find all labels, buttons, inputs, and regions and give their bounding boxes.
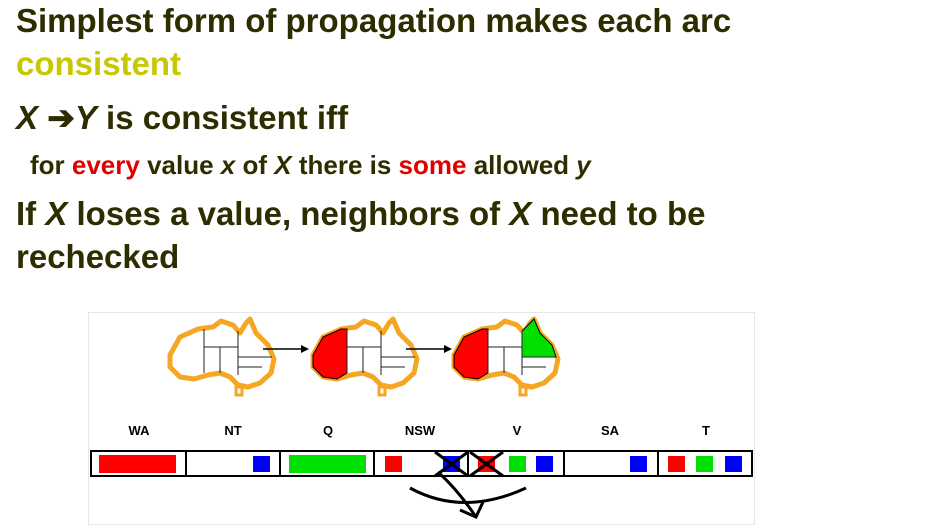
- region-borders: [346, 329, 415, 375]
- line4-part: If: [16, 195, 46, 232]
- variable-label-nsw: NSW: [405, 423, 436, 438]
- variable-label-wa: WA: [129, 423, 151, 438]
- line5-text: rechecked: [16, 238, 180, 275]
- line1-text: Simplest form of propagation makes each …: [16, 2, 732, 39]
- variable-label-t: T: [702, 423, 710, 438]
- slide-line-1: Simplest form of propagation makes each …: [16, 2, 731, 40]
- var-x: X: [274, 150, 292, 180]
- slide-line-3: for every value x of X there is some all…: [30, 150, 591, 181]
- australia-map-3: [451, 316, 561, 397]
- cross-out-mark: [434, 450, 469, 478]
- value-y: y: [576, 150, 591, 180]
- domain-value-green: [509, 456, 526, 472]
- variable-labels: WA NT Q NSW V SA T: [129, 423, 711, 438]
- variable-label-v: V: [513, 423, 522, 438]
- slide-line-5: rechecked: [16, 238, 179, 276]
- cross-out-mark: [469, 450, 504, 478]
- map-outline: [167, 316, 277, 390]
- domain-value-green: [289, 455, 366, 473]
- line3-part: for: [30, 150, 72, 180]
- region-borders: [203, 329, 272, 375]
- domain-value-red: [99, 455, 176, 473]
- var-x: X: [16, 99, 39, 136]
- every-word: every: [71, 150, 140, 180]
- tasmania: [234, 385, 244, 397]
- transition-arrow: [406, 345, 452, 353]
- domain-value-blue: [536, 456, 553, 472]
- tasmania: [377, 385, 387, 397]
- line3-part: allowed: [466, 150, 577, 180]
- tasmania: [518, 385, 528, 397]
- variable-label-q: Q: [323, 423, 333, 438]
- arrow-head-icon: [459, 501, 485, 519]
- some-word: some: [398, 150, 467, 180]
- line4-part: need to be: [531, 195, 706, 232]
- arc-arrow: ➔: [47, 99, 75, 136]
- line3-part: there is: [291, 150, 399, 180]
- recheck-arc-right: [436, 470, 478, 518]
- domain-value-blue: [253, 456, 270, 472]
- domain-cells: [99, 450, 742, 478]
- consistent-word: consistent: [16, 45, 182, 82]
- australia-map-1: [167, 316, 277, 397]
- domain-value-red: [385, 456, 402, 472]
- domain-bar: [90, 450, 753, 477]
- figure-svg: WA NT Q NSW V SA T: [88, 312, 755, 525]
- line4-part: loses a value, neighbors of: [67, 195, 510, 232]
- line2-rest: is consistent iff: [96, 99, 349, 136]
- arc-consistency-figure: WA NT Q NSW V SA T: [88, 312, 755, 525]
- line3-part: value: [139, 150, 221, 180]
- domain-value-red: [668, 456, 685, 472]
- region-borders: [487, 329, 556, 375]
- australia-map-2: [310, 316, 420, 397]
- var-x: X: [45, 195, 68, 232]
- slide-line-1b: consistent: [16, 45, 181, 83]
- line3-part: of: [235, 150, 275, 180]
- variable-label-sa: SA: [601, 423, 620, 438]
- domain-value-blue: [630, 456, 647, 472]
- arrow-head-icon: [301, 345, 309, 353]
- var-x: X: [509, 195, 532, 232]
- domain-value-blue: [725, 456, 742, 472]
- map-sequence: [167, 316, 561, 397]
- slide-line-4: If X loses a value, neighbors of X need …: [16, 195, 706, 233]
- variable-label-nt: NT: [224, 423, 241, 438]
- transition-arrow: [263, 345, 309, 353]
- value-x: x: [220, 150, 236, 180]
- var-y: Y: [74, 99, 97, 136]
- arrow-head-icon: [444, 345, 452, 353]
- domain-value-green: [696, 456, 713, 472]
- slide-line-2: X ➔Y is consistent iff: [16, 98, 348, 137]
